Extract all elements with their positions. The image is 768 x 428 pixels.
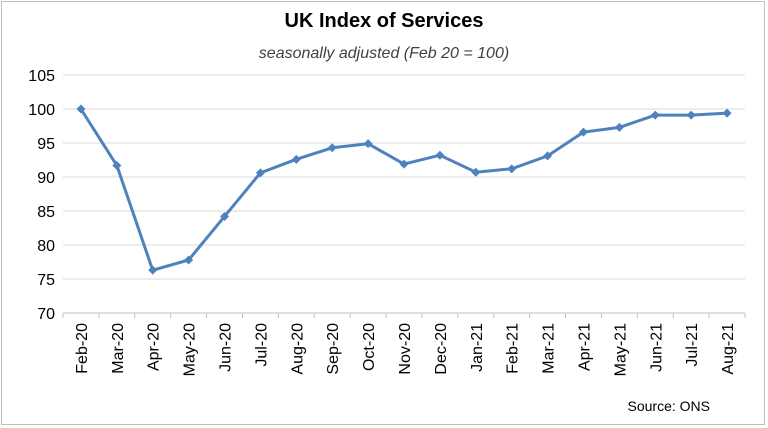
data-point-marker — [184, 255, 194, 265]
x-tick-label: Apr-21 — [576, 323, 593, 371]
y-tick-labels: 70 75 80 85 90 95 100 105 — [28, 68, 55, 323]
data-point-marker — [327, 143, 337, 153]
series-line — [79, 108, 728, 272]
axes — [62, 312, 746, 318]
data-point-marker — [291, 154, 301, 164]
x-tick-labels: Feb-20 Mar-20 Apr-20 May-20 Jun-20 Jul-20 Aug-… — [74, 323, 737, 376]
data-point-marker — [399, 159, 409, 169]
x-tick-label: Feb-20 — [74, 323, 91, 374]
x-tick-label: Jun-20 — [218, 323, 235, 372]
series-line — [79, 108, 728, 272]
data-point-marker — [578, 127, 588, 137]
data-point-marker — [112, 160, 122, 170]
data-point-marker — [471, 167, 481, 177]
x-tick-label: Aug-21 — [720, 323, 737, 375]
y-tick-label: 90 — [37, 170, 55, 187]
x-tick-label: Nov-20 — [397, 323, 414, 375]
x-tick-label: May-20 — [182, 323, 199, 376]
x-tick-label: Jul-20 — [253, 323, 270, 367]
data-point-marker — [614, 122, 624, 132]
x-tick-label: Oct-20 — [361, 323, 378, 371]
y-tick-label: 80 — [37, 238, 55, 255]
x-tick-label: Jul-21 — [684, 323, 701, 367]
chart-subtitle: seasonally adjusted (Feb 20 = 100) — [258, 45, 510, 62]
y-tick-label: 95 — [37, 136, 55, 153]
source-note: Source: ONS — [627, 398, 710, 414]
y-tick-label: 75 — [37, 272, 55, 289]
data-point-marker — [543, 151, 553, 161]
x-tick-label: May-21 — [612, 323, 629, 376]
y-tick-label: 70 — [37, 306, 55, 323]
data-point-marker — [255, 168, 265, 178]
x-tick-label: Jun-21 — [648, 323, 665, 372]
data-point-marker — [148, 265, 158, 275]
x-tick-label: Feb-21 — [505, 323, 522, 374]
data-point-marker — [507, 164, 517, 174]
x-tick-label: Jan-21 — [469, 323, 486, 372]
data-point-marker — [220, 211, 230, 221]
data-point-marker — [650, 110, 660, 120]
gridlines — [63, 74, 745, 280]
x-tick-label: Mar-21 — [541, 323, 558, 374]
x-tick-label: Sep-20 — [325, 323, 342, 375]
data-point-marker — [76, 104, 86, 114]
data-point-marker — [686, 110, 696, 120]
data-point-marker — [722, 108, 732, 118]
chart-title: UK Index of Services — [284, 10, 484, 32]
x-tick-label: Aug-20 — [289, 323, 306, 375]
x-tick-label: Dec-20 — [433, 323, 450, 375]
y-tick-label: 105 — [28, 68, 55, 85]
x-tick-label: Mar-20 — [110, 323, 127, 374]
data-point-marker — [435, 150, 445, 160]
data-point-marker — [363, 139, 373, 149]
y-tick-label: 85 — [37, 204, 55, 221]
x-tick-label: Apr-20 — [146, 323, 163, 371]
data-markers — [76, 104, 732, 275]
y-tick-label: 100 — [28, 102, 55, 119]
